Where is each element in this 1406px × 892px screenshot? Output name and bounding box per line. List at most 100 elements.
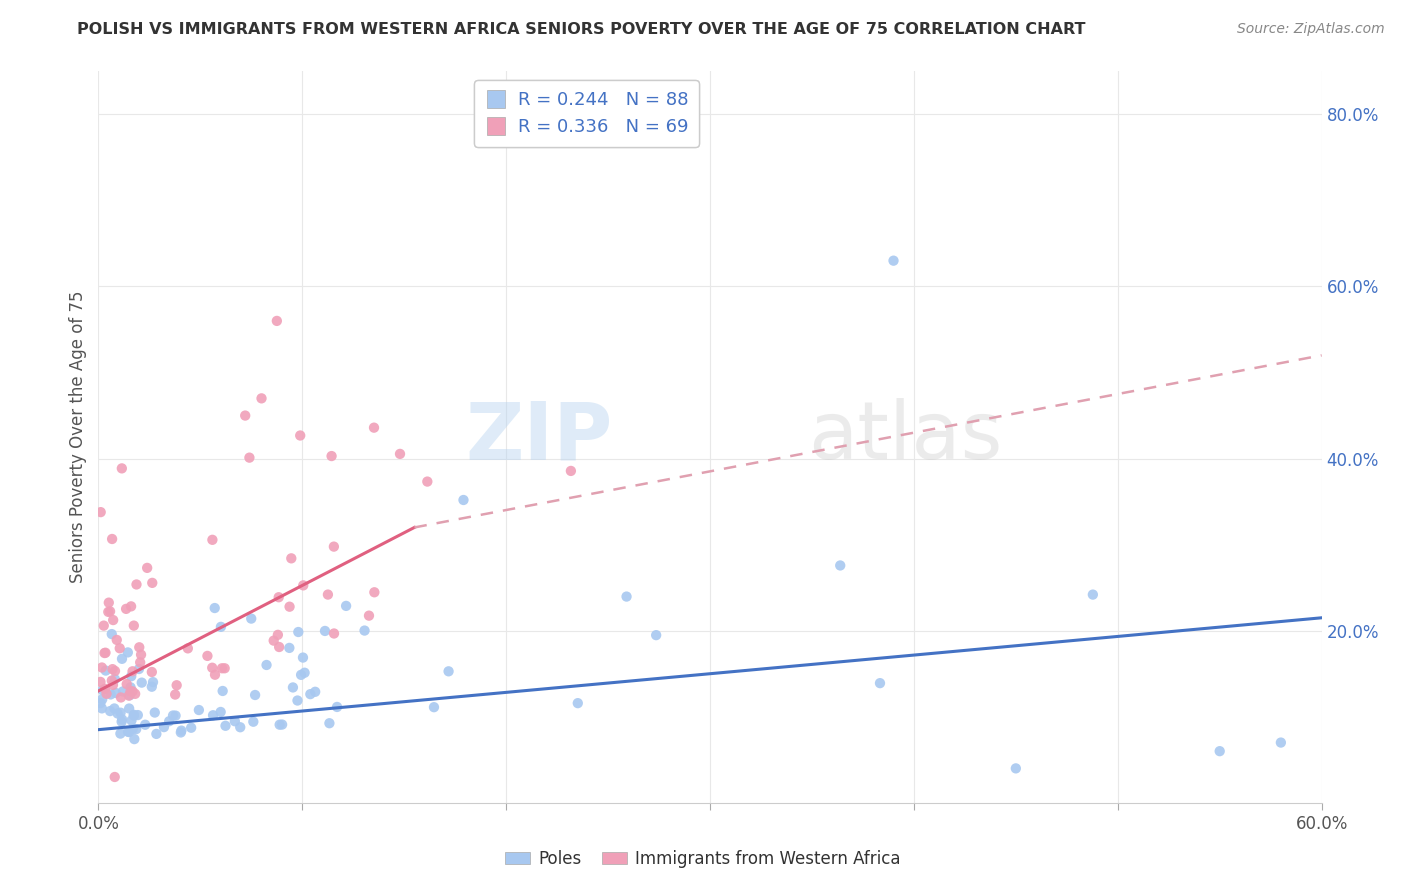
Point: [263, 633, 285, 648]
Point: [287, 693, 309, 707]
Point: [165, 708, 187, 723]
Point: [616, 590, 638, 604]
Point: [187, 703, 209, 717]
Point: [143, 706, 166, 720]
Point: [299, 687, 322, 701]
Point: [214, 661, 236, 675]
Point: [166, 678, 188, 692]
Point: [120, 669, 142, 683]
Point: [316, 588, 339, 602]
Point: [278, 599, 301, 614]
Point: [145, 727, 167, 741]
Point: [180, 721, 202, 735]
Point: [104, 686, 127, 700]
Point: [121, 665, 143, 679]
Point: [157, 714, 180, 729]
Point: [211, 684, 233, 698]
Point: [238, 450, 260, 465]
Point: [269, 717, 291, 731]
Point: [90, 660, 112, 674]
Point: [267, 628, 290, 642]
Point: [830, 558, 852, 573]
Point: [280, 551, 302, 566]
Point: [104, 672, 127, 686]
Point: [121, 722, 143, 736]
Point: [229, 720, 252, 734]
Point: [197, 648, 219, 663]
Point: [177, 641, 200, 656]
Point: [224, 714, 246, 729]
Point: [335, 599, 357, 613]
Point: [266, 314, 288, 328]
Point: [269, 640, 291, 654]
Point: [645, 628, 668, 642]
Point: [322, 540, 344, 554]
Point: [120, 681, 142, 695]
Point: [141, 680, 163, 694]
Point: [100, 688, 122, 702]
Point: [240, 611, 263, 625]
Point: [121, 684, 143, 698]
Point: [118, 725, 141, 739]
Point: [388, 447, 411, 461]
Point: [111, 652, 134, 666]
Point: [105, 632, 128, 647]
Point: [1004, 761, 1026, 775]
Point: [104, 664, 127, 678]
Point: [363, 420, 385, 434]
Point: [110, 706, 132, 720]
Point: [94, 681, 117, 696]
Point: [290, 668, 312, 682]
Point: [267, 591, 290, 605]
Point: [98, 704, 121, 718]
Point: [118, 688, 141, 702]
Point: [117, 645, 139, 659]
Point: [304, 685, 326, 699]
Point: [201, 661, 224, 675]
Text: atlas: atlas: [808, 398, 1002, 476]
Point: [90, 701, 112, 715]
Point: [141, 665, 163, 679]
Point: [124, 732, 146, 747]
Point: [560, 464, 582, 478]
Point: [111, 461, 134, 475]
Point: [353, 624, 375, 638]
Point: [131, 675, 153, 690]
Text: ZIP: ZIP: [465, 398, 612, 476]
Legend: R = 0.244   N = 88, R = 0.336   N = 69: R = 0.244 N = 88, R = 0.336 N = 69: [474, 80, 699, 147]
Legend: Poles, Immigrants from Western Africa: Poles, Immigrants from Western Africa: [499, 844, 907, 875]
Point: [120, 599, 142, 614]
Point: [93, 618, 115, 632]
Point: [110, 690, 132, 705]
Point: [250, 392, 273, 406]
Point: [97, 605, 120, 619]
Point: [125, 577, 148, 591]
Point: [416, 475, 439, 489]
Point: [165, 688, 187, 702]
Point: [142, 675, 165, 690]
Point: [120, 684, 142, 698]
Point: [127, 708, 149, 723]
Point: [134, 717, 156, 731]
Point: [136, 561, 159, 575]
Point: [101, 662, 124, 676]
Point: [108, 641, 131, 656]
Point: [209, 705, 232, 719]
Text: Source: ZipAtlas.com: Source: ZipAtlas.com: [1237, 22, 1385, 37]
Point: [124, 687, 146, 701]
Point: [89, 696, 111, 710]
Point: [204, 601, 226, 615]
Point: [271, 717, 294, 731]
Point: [209, 620, 232, 634]
Point: [423, 700, 446, 714]
Point: [94, 646, 117, 660]
Point: [233, 409, 256, 423]
Point: [1081, 588, 1104, 602]
Point: [291, 650, 314, 665]
Point: [118, 701, 141, 715]
Point: [162, 708, 184, 723]
Point: [101, 673, 124, 688]
Point: [122, 707, 145, 722]
Point: [869, 676, 891, 690]
Point: [453, 493, 475, 508]
